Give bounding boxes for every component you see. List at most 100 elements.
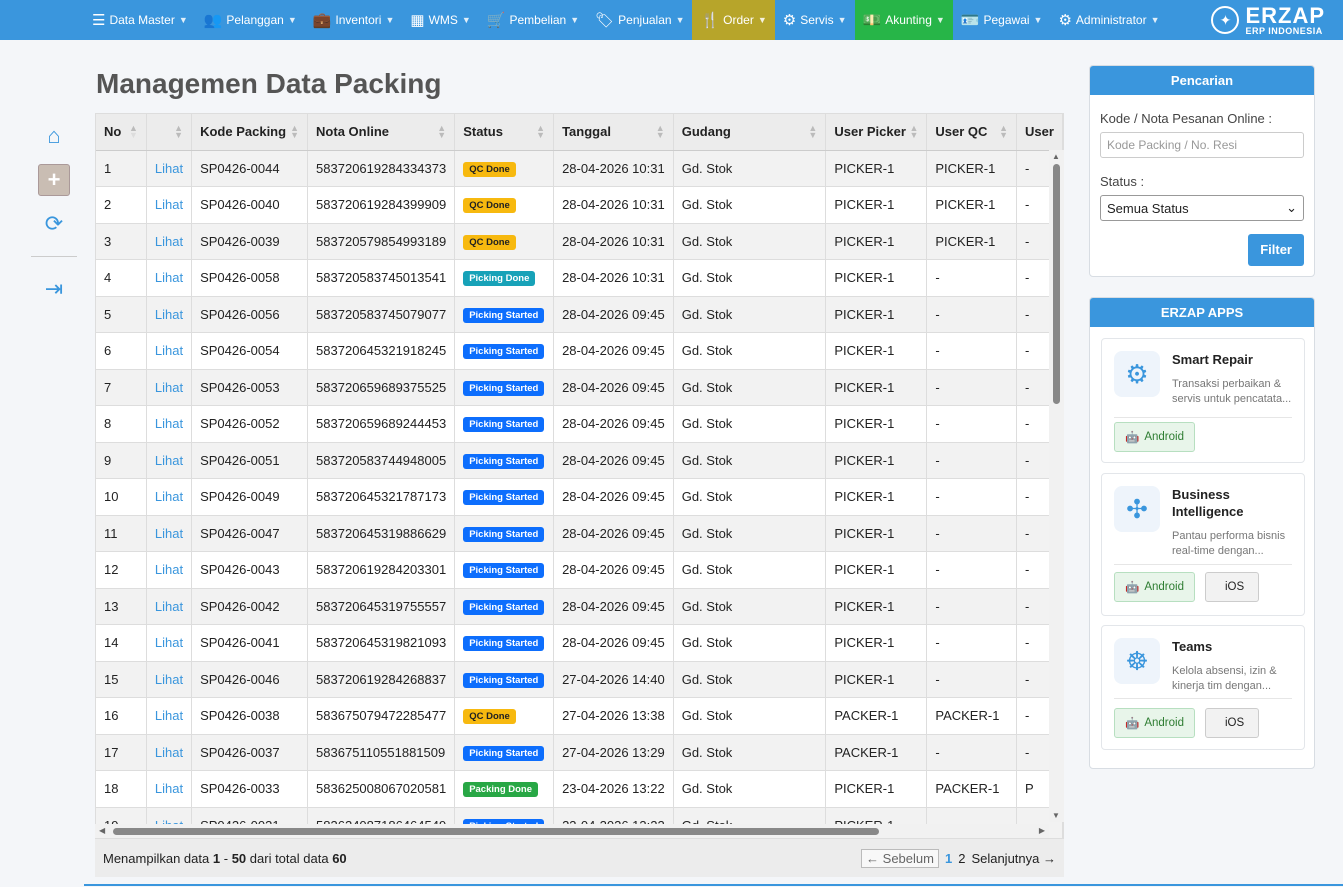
android-button[interactable]: 🤖 Android [1114,422,1195,452]
ios-button[interactable]: iOS [1205,572,1260,602]
cell-action[interactable]: Lihat [146,442,193,479]
horizontal-scroll-thumb[interactable] [113,828,879,835]
column-header-gudang[interactable]: Gudang ▲ ▼ [673,114,827,151]
cell-gudang: Gd. Stok [673,734,827,771]
cell-no: 11 [96,515,147,552]
column-header-user[interactable]: User [1016,114,1063,151]
view-link[interactable]: Lihat [154,562,184,578]
nav-item-administrator[interactable]: ⚙ Administrator ▼ [1050,0,1167,40]
ios-label: iOS [1225,717,1245,729]
app-name: Teams [1172,639,1213,654]
column-header-no[interactable]: No ▲ ▼ [96,114,147,151]
filter-button[interactable]: Filter [1248,234,1304,266]
nav-item-pelanggan[interactable]: 👥 Pelanggan ▼ [196,0,305,40]
status-badge: Picking Started [463,417,545,433]
cell-action[interactable]: Lihat [146,624,193,662]
nav-item-pegawai[interactable]: 🪪 Pegawai ▼ [953,0,1051,40]
view-link[interactable]: Lihat [154,708,184,724]
view-link[interactable]: Lihat [154,671,184,687]
column-header-action[interactable]: ▲ ▼ [146,114,193,151]
cell-user-picker: PACKER-1 [825,734,928,771]
logout-icon[interactable]: ⇥ [44,276,64,301]
column-header-tanggal[interactable]: Tanggal ▲ ▼ [553,114,674,151]
nav-item-akunting[interactable]: 💵 Akunting ▼ [854,0,953,40]
cell-action[interactable]: Lihat [146,405,193,443]
app-card-business-intelligence: ✣ Business Intelligence Pantau performa … [1101,473,1305,616]
nav-item-wms[interactable]: ▦ WMS ▼ [402,0,478,40]
cell-text: - [1025,708,1030,724]
scroll-right-arrow-icon[interactable]: ▶ [1038,826,1045,835]
cell-action[interactable]: Lihat [146,478,193,516]
column-header-user-picker[interactable]: User Picker ▲ ▼ [825,114,928,151]
horizontal-scrollbar[interactable]: ◀ ▶ [95,824,1049,838]
nav-item-penjualan[interactable]: 🏷 Penjualan ▼ [587,0,692,40]
cell-nota-online: 583720619284399909 [307,186,456,224]
cell-action[interactable]: Lihat [146,588,193,625]
android-icon: 🤖 [1125,582,1140,594]
page-2-link[interactable]: 2 [958,850,966,866]
chevron-down-icon: ▼ [461,15,471,25]
cell-action[interactable]: Lihat [146,259,193,297]
view-link[interactable]: Lihat [154,379,184,395]
cell-action[interactable]: Lihat [146,296,193,333]
brand-logo[interactable]: ✦ ERZAP ERP INDONESIA [1211,0,1343,40]
cell-action[interactable]: Lihat [146,223,193,260]
vertical-scroll-thumb[interactable] [1053,164,1060,404]
cell-action[interactable]: Lihat [146,332,193,370]
view-link[interactable]: Lihat [154,744,184,760]
kode-search-input[interactable]: Kode Packing / No. Resi [1100,132,1304,158]
ios-button[interactable]: iOS [1205,708,1260,738]
nav-item-servis[interactable]: ⚙ Servis ▼ [775,0,855,40]
android-button[interactable]: 🤖 Android [1114,572,1195,602]
refresh-icon[interactable]: ⟳ [44,211,64,236]
cell-action[interactable]: Lihat [146,150,193,187]
cell-action[interactable]: Lihat [146,661,193,698]
next-page-link[interactable]: Selanjutnya → [971,850,1056,866]
vertical-scrollbar[interactable]: ▲ ▼ [1049,150,1064,822]
column-header-status[interactable]: Status ▲ ▼ [454,114,555,151]
view-link[interactable]: Lihat [154,343,184,359]
cell-text: - [1025,635,1030,651]
page-1-link[interactable]: 1 [944,850,953,866]
view-link[interactable]: Lihat [154,525,184,541]
view-link[interactable]: Lihat [154,781,184,797]
view-link[interactable]: Lihat [154,416,184,432]
column-header-kode-packing[interactable]: Kode Packing ▲ ▼ [191,114,309,151]
nav-item-order[interactable]: 🍴 Order ▼ [692,0,775,40]
scroll-up-arrow-icon[interactable]: ▲ [1052,152,1060,161]
view-link[interactable]: Lihat [154,635,184,651]
business-intelligence-icon: ✣ [1114,486,1160,532]
view-link[interactable]: Lihat [154,452,184,468]
view-link[interactable]: Lihat [154,233,184,249]
view-link[interactable]: Lihat [154,598,184,614]
status-select-value: Semua Status [1107,200,1189,216]
cell-action[interactable]: Lihat [146,551,193,589]
scroll-left-arrow-icon[interactable]: ◀ [99,826,106,835]
nav-item-data-master[interactable]: ☰ Data Master ▼ [84,0,196,40]
add-icon[interactable]: + [38,164,70,196]
view-link[interactable]: Lihat [154,489,184,505]
view-link[interactable]: Lihat [154,306,184,322]
android-button[interactable]: 🤖 Android [1114,708,1195,738]
view-link[interactable]: Lihat [154,197,184,213]
cell-text: - [1025,525,1030,541]
column-header-user-qc[interactable]: User QC ▲ ▼ [926,114,1018,151]
cell-action[interactable]: Lihat [146,186,193,224]
cell-action[interactable]: Lihat [146,697,193,735]
nav-item-pembelian[interactable]: 🛒 Pembelian ▼ [479,0,587,40]
cell-user-qc: - [926,551,1018,589]
view-link[interactable]: Lihat [154,270,184,286]
nav-item-inventori[interactable]: 💼 Inventori ▼ [305,0,403,40]
cell-action[interactable]: Lihat [146,734,193,771]
home-icon[interactable]: ⌂ [47,123,61,148]
prev-page-button[interactable]: ← Sebelum [861,848,939,868]
column-header-nota-online[interactable]: Nota Online ▲ ▼ [307,114,456,151]
status-select[interactable]: Semua Status ⌄ [1100,195,1304,221]
cell-action[interactable]: Lihat [146,369,193,406]
scroll-down-arrow-icon[interactable]: ▼ [1052,811,1060,820]
cell-text: SP0426-0056 [200,306,280,322]
cell-action[interactable]: Lihat [146,770,193,808]
cell-user-picker: PICKER-1 [825,551,928,589]
view-link[interactable]: Lihat [154,160,184,176]
cell-action[interactable]: Lihat [146,515,193,552]
